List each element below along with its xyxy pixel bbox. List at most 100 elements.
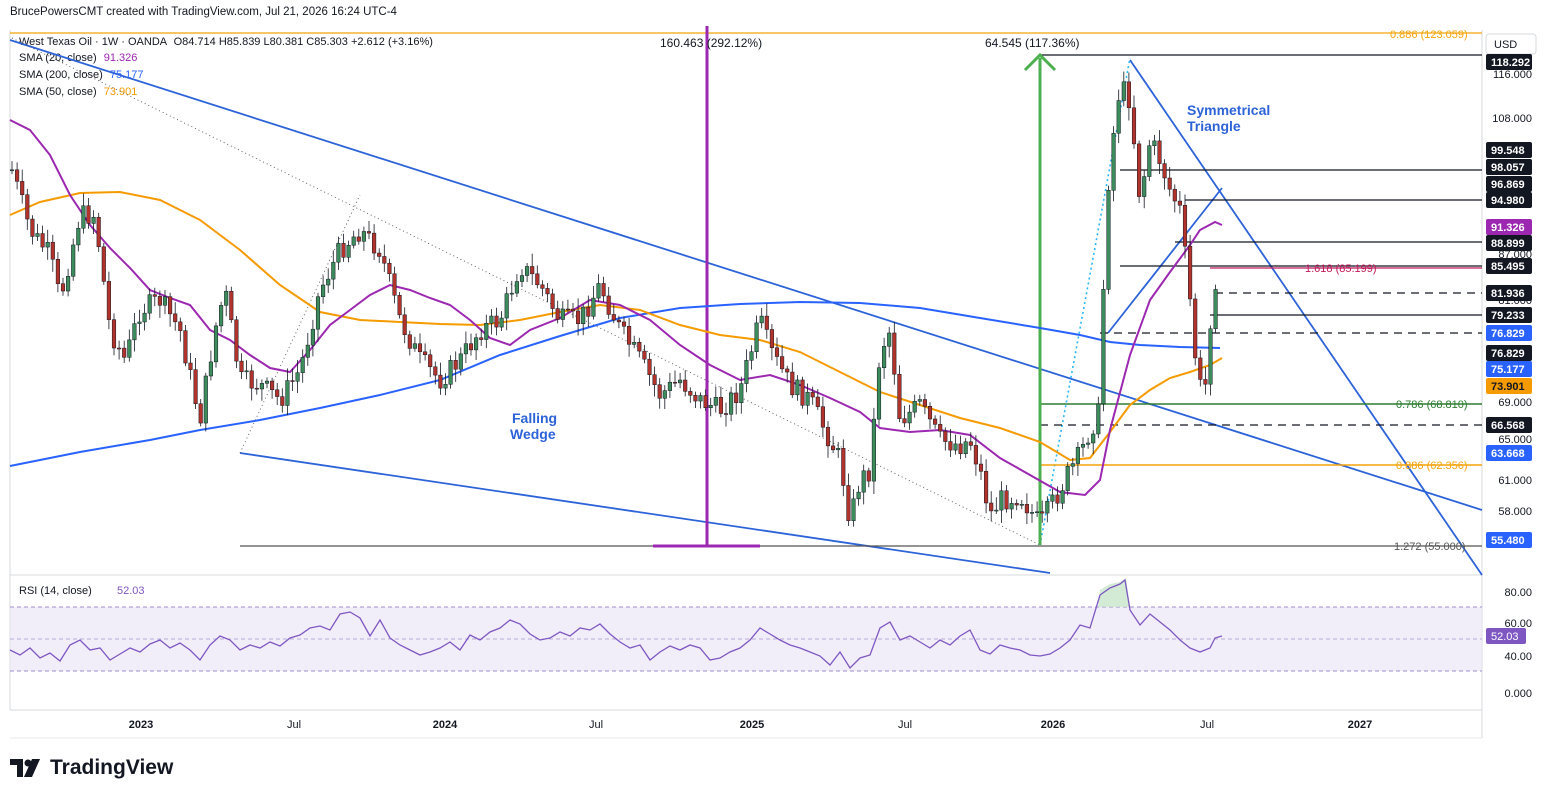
candle-body	[739, 383, 744, 403]
candle-body	[805, 391, 810, 406]
candle-body	[861, 470, 866, 493]
candle-body	[565, 308, 570, 311]
currency-button[interactable]: USD	[1485, 33, 1537, 55]
ohlc-values: O84.714 H85.839 L80.381 C85.303 +2.612 (…	[173, 36, 433, 48]
price-tags: 118.292 99.548 98.057 96.869 94.980 91.326 88.…	[1486, 54, 1532, 548]
candle-body	[50, 241, 55, 260]
decline-dotted-line	[11, 37, 1041, 546]
price-tag: 85.495	[1486, 258, 1532, 274]
candle-body	[295, 372, 300, 382]
candle-body	[438, 374, 443, 389]
price-tag: 66.568	[1486, 417, 1532, 433]
candle-body	[494, 315, 499, 328]
candle-body	[443, 384, 448, 389]
y-tick: 108.000	[1492, 113, 1532, 125]
candle-body	[999, 490, 1004, 511]
price-tag: 63.668	[1486, 445, 1532, 461]
candle-body	[795, 379, 800, 396]
candle-body	[366, 231, 372, 234]
candle-body	[769, 329, 774, 349]
candle-body	[392, 273, 397, 296]
candle-body	[1172, 188, 1177, 202]
candlestick-series[interactable]	[9, 71, 1218, 527]
price-tag-bg	[1486, 219, 1532, 235]
candle-body	[433, 366, 438, 376]
candle-body	[678, 379, 683, 384]
price-tag: 73.901	[1486, 378, 1532, 394]
candle-body	[876, 367, 882, 420]
tradingview-logo[interactable]: TradingView	[10, 756, 173, 780]
price-tag-text: 88.899	[1491, 238, 1525, 250]
x-tick: Jul	[589, 719, 603, 731]
candle-body	[346, 245, 351, 258]
candle-body	[341, 243, 346, 258]
candle-body	[698, 395, 703, 402]
candle-body	[545, 288, 550, 295]
candle-body	[290, 380, 295, 382]
candle-body	[45, 241, 50, 248]
candle-body	[1162, 163, 1167, 179]
rsi-label[interactable]: RSI (14, close)	[19, 585, 92, 597]
sma200-label[interactable]: SMA (200, close)	[19, 69, 103, 81]
price-tag: 79.233	[1486, 307, 1532, 323]
candle-body	[693, 395, 698, 402]
x-tick: 2027	[1348, 719, 1372, 731]
rsi-y-tick: 40.00	[1504, 651, 1532, 663]
candle-body	[1065, 466, 1070, 491]
symbol-legend-row[interactable]: West Texas Oil · 1W · OANDA O84.714 H85.…	[19, 36, 433, 48]
rsi-y-tick: 80.00	[1504, 587, 1532, 599]
candle-body	[25, 194, 30, 220]
candle-body	[372, 232, 377, 254]
candle-body	[667, 381, 672, 391]
candle-body	[484, 322, 489, 340]
candle-body	[1009, 503, 1014, 510]
candle-body	[713, 397, 718, 406]
candle-body	[468, 343, 474, 351]
triangle-lower-trendline	[1107, 187, 1223, 334]
sma200-legend-row[interactable]: SMA (200, close) 75.177	[19, 69, 143, 81]
price-tag: 81.936	[1486, 285, 1532, 301]
time-axis[interactable]: 2023 Jul 2024 Jul 2025 Jul 2026 Jul 2027	[129, 719, 1372, 731]
candle-body	[841, 448, 846, 486]
y-tick: 61.000	[1498, 475, 1532, 487]
candle-body	[1024, 504, 1029, 514]
price-tag-bg	[1486, 192, 1532, 208]
rsi-overbought-fill	[1098, 578, 1130, 607]
candle-body	[897, 373, 902, 419]
candle-body	[933, 418, 938, 425]
candle-body	[657, 384, 662, 399]
candle-body	[785, 368, 790, 373]
price-tag-bg	[1486, 285, 1532, 301]
sma50-label[interactable]: SMA (50, close)	[19, 86, 97, 98]
fib-0886-upper-label: 0.886 (123.059)	[1390, 29, 1468, 41]
x-tick: 2025	[740, 719, 764, 731]
y-tick: 69.000	[1498, 397, 1532, 409]
candle-body	[780, 356, 785, 370]
candle-body	[331, 261, 336, 280]
price-tag-text: 99.548	[1491, 145, 1525, 157]
candle-body	[234, 319, 239, 362]
candle-body	[652, 374, 657, 385]
candle-body	[1070, 463, 1075, 467]
currency-label[interactable]: USD	[1494, 39, 1517, 51]
candle-body	[989, 502, 994, 512]
price-tag-bg	[1486, 176, 1532, 192]
candle-body	[611, 314, 616, 321]
wedge-label-line2: Wedge	[510, 426, 556, 442]
candle-body	[570, 308, 576, 312]
sma50-legend-row[interactable]: SMA (50, close) 73.901	[19, 86, 137, 98]
candle-body	[203, 375, 208, 424]
candle-body	[1121, 81, 1126, 101]
candle-body	[963, 441, 968, 454]
candle-body	[729, 392, 734, 415]
price-axis[interactable]: 116.000 108.000 87.000 81.000 69.000 65.…	[1492, 69, 1532, 700]
symbol-name[interactable]: West Texas Oil · 1W · OANDA	[19, 36, 167, 48]
rsi-y-tick: 60.00	[1504, 618, 1532, 630]
candle-body	[499, 317, 504, 328]
candle-body	[1091, 433, 1096, 444]
candle-body	[479, 337, 484, 340]
candle-body	[336, 243, 341, 263]
candle-body	[417, 343, 423, 353]
candle-body	[576, 310, 581, 325]
